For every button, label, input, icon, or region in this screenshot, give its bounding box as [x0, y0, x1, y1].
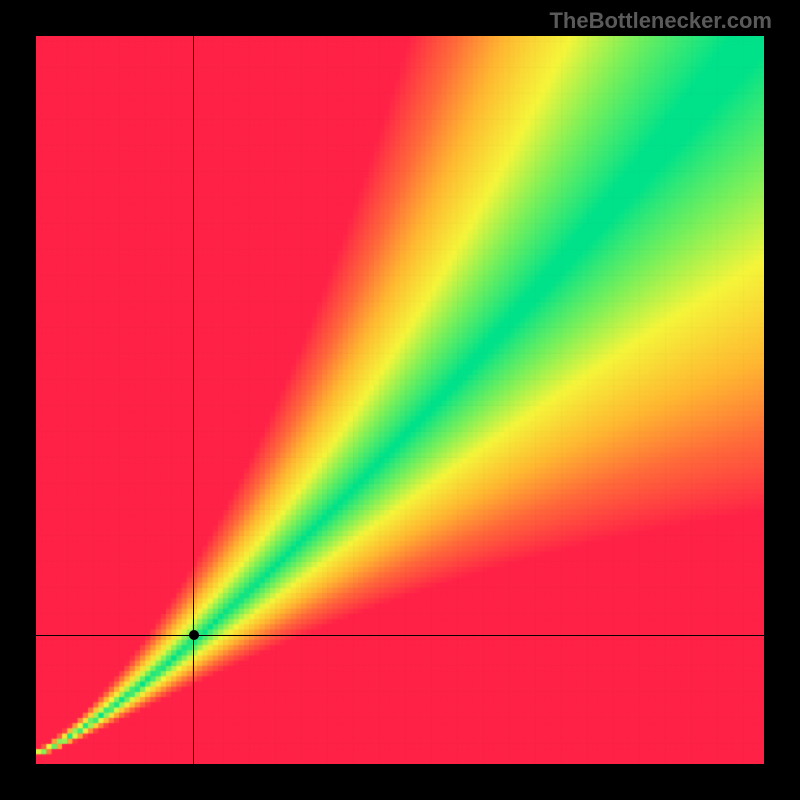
crosshair-horizontal-line [36, 635, 764, 636]
watermark-label: TheBottlenecker.com [549, 8, 772, 34]
crosshair-vertical-line [193, 36, 194, 764]
bottleneck-heatmap [36, 36, 764, 764]
